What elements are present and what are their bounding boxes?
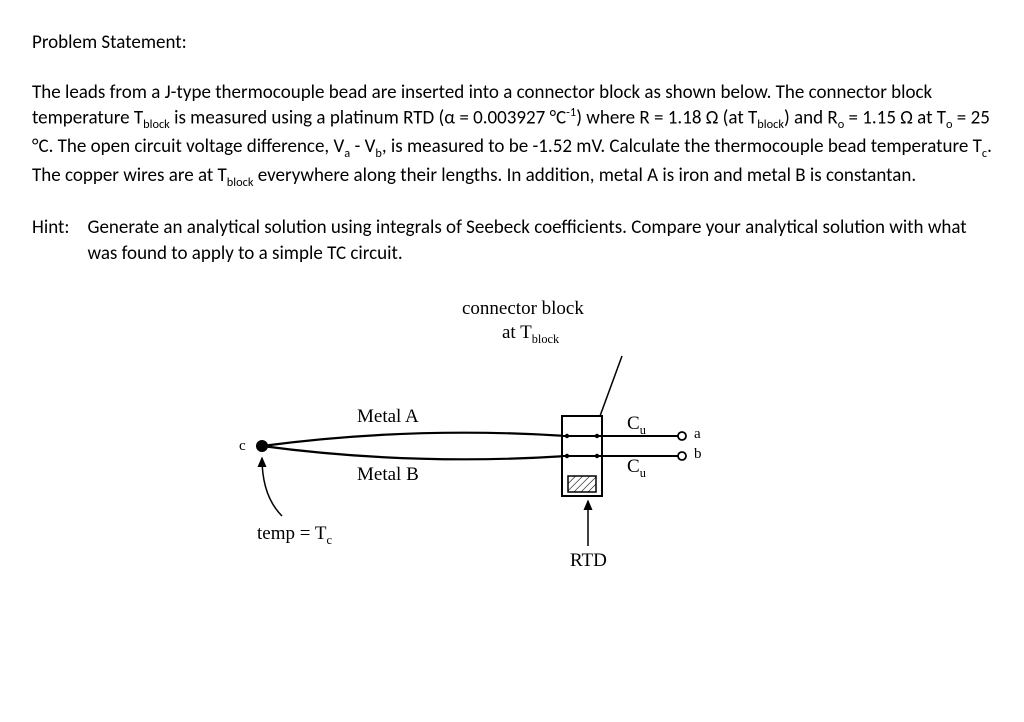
bead-icon (256, 440, 268, 452)
pin-top-dot-r (595, 434, 599, 438)
label-terminal-a: a (694, 424, 701, 444)
temp-sub: c (326, 533, 331, 547)
problem-heading: Problem Statement: (32, 30, 992, 56)
cu-bot-letter: C (627, 456, 640, 477)
label-rtd: RTD (570, 548, 607, 574)
cu-top-letter: C (627, 413, 640, 434)
label-bead-c: c (239, 436, 246, 456)
hint-row: Hint: Generate an analytical solution us… (32, 215, 992, 266)
wire-metal-b (262, 446, 567, 459)
hint-label: Hint: (32, 215, 69, 266)
title-prefix: at T (502, 322, 532, 343)
pin-top-dot-l (565, 434, 569, 438)
pin-bot-dot-r (595, 454, 599, 458)
label-cu-top: Cu (627, 411, 646, 438)
hint-text: Generate an analytical solution using in… (87, 215, 992, 266)
label-metal-b: Metal B (357, 462, 419, 488)
cu-top-sub: u (640, 423, 646, 437)
label-terminal-b: b (694, 444, 702, 464)
rtd-icon (568, 476, 596, 492)
cu-bot-sub: u (640, 466, 646, 480)
wire-metal-a (262, 433, 567, 446)
label-metal-a: Metal A (357, 404, 419, 430)
diagram-title-line1: connector block (462, 296, 584, 322)
thermocouple-diagram: connector block at Tblock Metal A Metal … (232, 296, 792, 576)
title-sub: block (532, 332, 559, 346)
problem-body: The leads from a J-type thermocouple bea… (32, 80, 992, 191)
terminal-a-icon (678, 432, 686, 440)
pin-bot-dot-l (565, 454, 569, 458)
temp-prefix: temp = T (257, 523, 326, 544)
leader-block (600, 356, 622, 416)
terminal-b-icon (678, 452, 686, 460)
diagram-title-line2: at Tblock (502, 320, 559, 347)
leader-tc-arrow (262, 458, 282, 516)
label-cu-bot: Cu (627, 454, 646, 481)
label-temp-tc: temp = Tc (257, 521, 332, 548)
